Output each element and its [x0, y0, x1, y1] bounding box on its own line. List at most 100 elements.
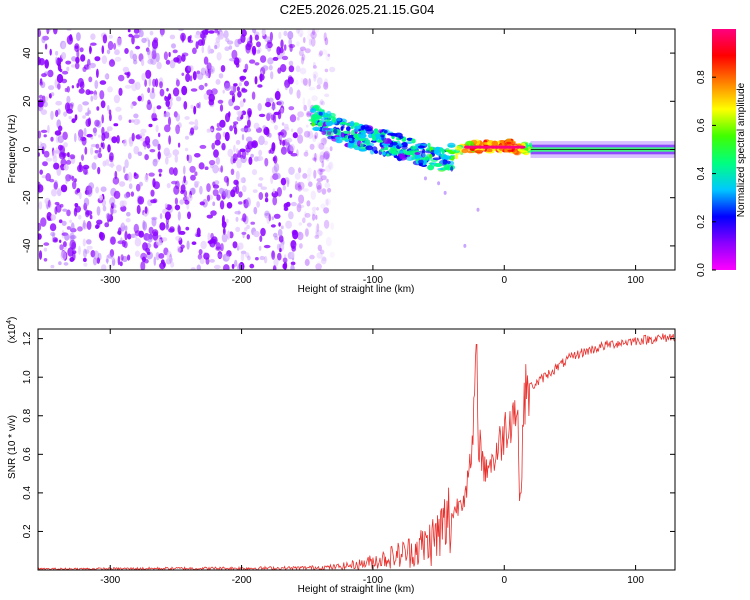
snr-x-axis-label: Height of straight line (km) — [298, 584, 415, 595]
heatmap-noise-blob — [212, 184, 220, 189]
heatmap-noise-blob — [225, 112, 230, 123]
heatmap-noise-blob — [100, 100, 106, 109]
heatmap-noise-blob — [296, 29, 300, 34]
heatmap-noise-blob — [273, 162, 280, 173]
heatmap-noise-blob — [38, 56, 42, 66]
heatmap-noise-blob — [48, 93, 52, 99]
heatmap-signal-blob — [414, 143, 419, 147]
heatmap-noise-blob — [316, 77, 323, 85]
heatmap-noise-blob — [80, 54, 86, 62]
heatmap-noise-blob — [264, 36, 272, 43]
heatmap-noise-blob — [140, 261, 146, 270]
heatmap-noise-blob — [297, 231, 301, 236]
heatmap-noise-blob — [217, 99, 224, 104]
heatmap-noise-blob — [235, 170, 240, 181]
heatmap-noise-blob — [273, 155, 278, 164]
heatmap-noise-blob — [67, 157, 71, 161]
heatmap-noise-blob — [306, 222, 312, 227]
heatmap-noise-blob — [304, 211, 307, 219]
colorbar-tick-label: 0.8 — [696, 70, 707, 84]
heatmap-noise-blob — [181, 72, 185, 77]
heatmap-signal-blob — [449, 151, 456, 155]
heatmap-noise-blob — [257, 47, 262, 53]
heatmap-noise-blob — [155, 52, 160, 63]
heatmap-noise-blob — [146, 49, 151, 56]
heatmap-noise-blob — [224, 131, 230, 142]
heatmap-noise-blob — [38, 233, 42, 240]
heatmap-noise-blob — [316, 207, 319, 211]
heatmap-signal-blob — [348, 137, 353, 141]
heatmap-noise-blob — [325, 52, 331, 62]
heatmap-noise-blob — [52, 237, 58, 242]
heatmap-noise-blob — [174, 197, 178, 205]
heatmap-noise-blob — [98, 134, 101, 138]
heatmap-noise-blob — [110, 205, 114, 216]
heatmap-noise-blob — [166, 87, 169, 92]
heatmap-noise-blob — [320, 249, 325, 255]
heatmap-noise-blob — [84, 146, 88, 155]
heatmap-noise-blob — [190, 88, 198, 92]
heatmap-noise-blob — [313, 74, 317, 82]
heatmap-noise-blob — [74, 189, 79, 195]
heatmap-noise-blob — [246, 234, 250, 240]
heatmap-noise-blob — [135, 45, 141, 50]
heatmap-noise-blob — [252, 29, 257, 34]
heatmap-noise-blob — [272, 196, 278, 206]
heatmap-noise-blob — [273, 232, 278, 238]
heatmap-signal-blob — [413, 155, 422, 160]
heatmap-noise-blob — [322, 152, 330, 161]
heatmap-noise-blob — [273, 111, 281, 116]
heatmap-noise-blob — [140, 93, 145, 102]
heatmap-x-tick-label: 100 — [627, 275, 644, 286]
heatmap-signal-blob — [427, 142, 431, 148]
heatmap-noise-blob — [47, 124, 50, 134]
heatmap-signal-blob — [339, 122, 348, 125]
heatmap-noise-blob — [175, 96, 182, 102]
heatmap-noise-blob — [216, 127, 222, 131]
heatmap-noise-blob — [55, 109, 59, 118]
heatmap-noise-blob — [118, 114, 123, 121]
heatmap-noise-blob — [215, 242, 221, 250]
heatmap-signal-blob — [346, 126, 351, 132]
heatmap-noise-blob — [291, 245, 297, 252]
heatmap-noise-blob — [318, 168, 326, 172]
heatmap-noise-blob — [216, 52, 222, 61]
heatmap-noise-blob — [101, 55, 108, 64]
heatmap-noise-blob — [224, 46, 230, 51]
heatmap-noise-blob — [241, 149, 247, 160]
heatmap-noise-blob — [116, 37, 122, 47]
heatmap-noise-blob — [198, 249, 203, 255]
heatmap-noise-blob — [312, 65, 317, 69]
heatmap-signal-blob — [391, 151, 401, 155]
heatmap-noise-blob — [235, 216, 239, 222]
heatmap-noise-blob — [262, 125, 267, 129]
heatmap-signal-blob — [386, 153, 390, 157]
heatmap-noise-blob — [227, 148, 234, 158]
heatmap-noise-blob — [214, 45, 218, 50]
heatmap-noise-blob — [305, 257, 311, 266]
heatmap-noise-blob — [242, 231, 245, 239]
heatmap-noise-blob — [61, 220, 67, 226]
heatmap-signal-blob — [411, 138, 416, 144]
heatmap-noise-blob — [246, 224, 250, 230]
heatmap-noise-blob — [166, 251, 172, 260]
heatmap-noise-blob — [142, 140, 148, 147]
heatmap-noise-blob — [316, 252, 323, 259]
heatmap-noise-blob — [298, 222, 303, 226]
heatmap-signal-blob — [427, 164, 435, 171]
heatmap-noise-blob — [319, 169, 323, 179]
heatmap-noise-blob — [312, 134, 317, 142]
heatmap-noise-blob — [123, 166, 126, 174]
heatmap-noise-blob — [102, 205, 107, 212]
heatmap-noise-blob — [159, 88, 165, 97]
heatmap-noise-blob — [211, 88, 218, 95]
colorbar-label: Normalized spectral amplitude — [736, 82, 747, 217]
heatmap-noise-blob — [236, 158, 242, 169]
heatmap-noise-blob — [90, 146, 94, 155]
heatmap-noise-blob — [194, 118, 199, 128]
heatmap-noise-blob — [231, 263, 235, 270]
colorbar-tick-label: 0.2 — [696, 214, 707, 228]
heatmap-noise-blob — [133, 113, 139, 119]
heatmap-noise-blob — [290, 264, 295, 270]
heatmap-noise-blob — [316, 142, 322, 149]
